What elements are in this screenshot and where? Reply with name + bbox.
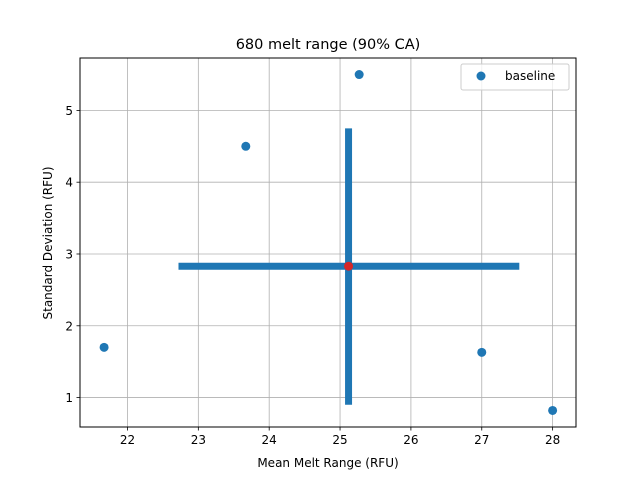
mean-point xyxy=(344,261,354,271)
data-points xyxy=(99,70,558,415)
x-tick-label: 26 xyxy=(403,433,418,447)
chart-title: 680 melt range (90% CA) xyxy=(236,37,421,53)
x-tick-label: 27 xyxy=(474,433,489,447)
y-tick-label: 1 xyxy=(65,391,73,405)
y-tick-label: 2 xyxy=(65,319,73,333)
legend-marker-baseline xyxy=(476,71,486,81)
grid-lines xyxy=(80,58,576,427)
data-point xyxy=(548,405,558,415)
legend: baseline xyxy=(460,63,570,91)
x-tick-label: 23 xyxy=(191,433,206,447)
x-tick-label: 28 xyxy=(545,433,560,447)
y-tick-label: 5 xyxy=(65,104,73,118)
data-point xyxy=(354,70,364,80)
x-tick-label: 24 xyxy=(262,433,277,447)
legend-label-baseline: baseline xyxy=(505,69,555,83)
data-point xyxy=(241,141,251,151)
data-point xyxy=(99,342,109,352)
y-axis-label: Standard Deviation (RFU) xyxy=(41,166,55,319)
axes-frame xyxy=(79,57,577,428)
y-tick-label: 4 xyxy=(65,176,73,190)
y-tick-label: 3 xyxy=(65,247,73,261)
x-tick-label: 22 xyxy=(120,433,135,447)
x-axis-label: Mean Melt Range (RFU) xyxy=(257,456,398,470)
legend-box xyxy=(460,63,570,91)
x-tick-label: 25 xyxy=(332,433,347,447)
data-point xyxy=(477,347,487,357)
